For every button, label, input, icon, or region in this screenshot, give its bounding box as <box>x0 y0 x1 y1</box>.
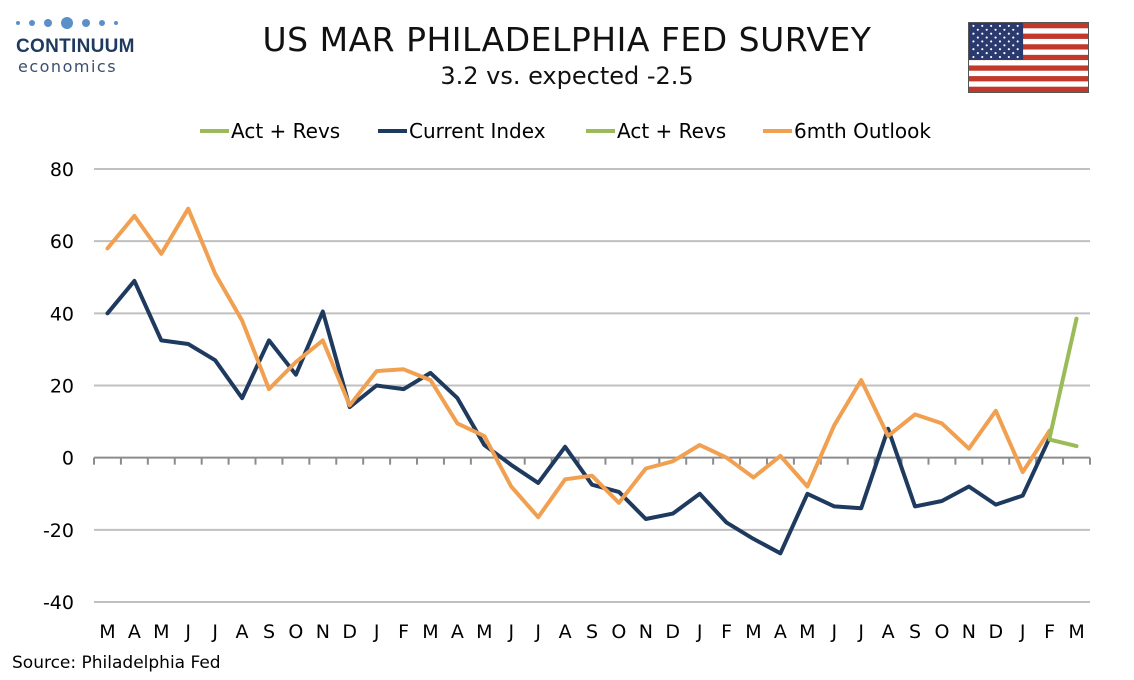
y-tick-label: 40 <box>50 303 74 325</box>
x-tick-label: A <box>774 621 787 643</box>
source-note: Source: Philadelphia Fed <box>12 653 221 673</box>
x-tick-label: A <box>128 621 141 643</box>
y-tick-label: 0 <box>62 448 74 470</box>
logo-brand: CONTINUUM <box>16 36 135 57</box>
x-tick-label: S <box>263 621 275 643</box>
x-tick-label: S <box>909 621 921 643</box>
x-tick-label: F <box>721 621 732 643</box>
chart-subtitle: 3.2 vs. expected -2.5 <box>440 62 694 90</box>
x-tick-label: D <box>988 621 1003 643</box>
x-tick-label: J <box>373 621 380 643</box>
y-tick-label: 20 <box>50 376 74 398</box>
x-tick-label: M <box>153 621 169 643</box>
legend-label: Act + Revs <box>617 119 726 143</box>
x-tick-label: M <box>1068 621 1084 643</box>
y-tick-label: -40 <box>43 592 74 614</box>
y-tick-label: 80 <box>50 159 74 181</box>
legend-label: Act + Revs <box>231 119 340 143</box>
x-tick-label: J <box>184 621 191 643</box>
x-tick-label: A <box>451 621 464 643</box>
x-tick-label: J <box>507 621 514 643</box>
legend-label: Current Index <box>409 119 546 143</box>
y-tick-labels: -40 -20 0 20 40 60 80 <box>43 159 74 614</box>
logo-dots-icon <box>16 16 118 30</box>
x-tick-label: O <box>934 621 949 643</box>
6mth-outlook-line-1 <box>105 206 1052 520</box>
x-tick-label: D <box>342 621 357 643</box>
current-index-line-0 <box>105 278 1052 556</box>
x-tick-label: J <box>830 621 837 643</box>
continuum-logo: CONTINUUM economics <box>14 14 144 76</box>
x-tick-label: M <box>422 621 438 643</box>
us-flag-icon <box>968 22 1089 93</box>
x-tick-label: M <box>745 621 761 643</box>
y-tick-label: 60 <box>50 231 74 253</box>
legend: Act + Revs Current Index Act + Revs 6mth Ou… <box>200 119 931 143</box>
x-tick-label: F <box>1044 621 1055 643</box>
chart-title: US MAR PHILADELPHIA FED SURVEY <box>262 20 872 59</box>
x-tick-label: O <box>288 621 303 643</box>
x-tick-label: J <box>857 621 864 643</box>
x-tick-label: N <box>639 621 653 643</box>
x-tick-label: D <box>665 621 680 643</box>
x-tick-label: F <box>398 621 409 643</box>
legend-label: 6mth Outlook <box>794 119 931 143</box>
x-tick-label: M <box>799 621 815 643</box>
logo-subtitle: economics <box>18 57 118 76</box>
series-lines <box>105 206 1079 556</box>
x-tick-label: J <box>211 621 218 643</box>
x-tick-label: A <box>882 621 895 643</box>
x-tick-label: S <box>586 621 598 643</box>
gridlines <box>94 168 1090 603</box>
x-tick-label: M <box>476 621 492 643</box>
act-revs-line-2 <box>1047 316 1079 440</box>
x-tick-label: J <box>696 621 703 643</box>
x-tick-label: A <box>559 621 572 643</box>
x-tick-label: J <box>1019 621 1026 643</box>
x-tick-label: M <box>99 621 115 643</box>
x-tick-label: A <box>236 621 249 643</box>
x-axis <box>93 456 1091 465</box>
x-tick-label: J <box>534 621 541 643</box>
act-revs-line-3 <box>1047 437 1079 449</box>
y-tick-label: -20 <box>43 520 74 542</box>
x-tick-label: N <box>316 621 330 643</box>
x-tick-label: N <box>962 621 976 643</box>
x-tick-label: O <box>611 621 626 643</box>
